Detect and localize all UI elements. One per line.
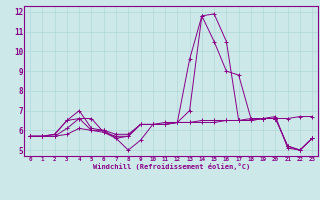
- X-axis label: Windchill (Refroidissement éolien,°C): Windchill (Refroidissement éolien,°C): [92, 163, 250, 170]
